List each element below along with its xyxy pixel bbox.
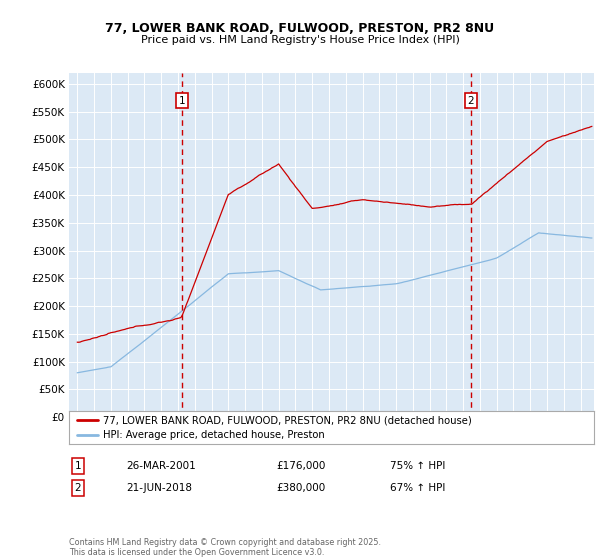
Text: HPI: Average price, detached house, Preston: HPI: Average price, detached house, Pres… <box>103 431 325 440</box>
Text: £380,000: £380,000 <box>276 483 325 493</box>
Text: 75% ↑ HPI: 75% ↑ HPI <box>390 461 445 471</box>
Text: 1: 1 <box>179 96 185 106</box>
Text: 77, LOWER BANK ROAD, FULWOOD, PRESTON, PR2 8NU: 77, LOWER BANK ROAD, FULWOOD, PRESTON, P… <box>106 22 494 35</box>
Text: £176,000: £176,000 <box>276 461 325 471</box>
Text: 26-MAR-2001: 26-MAR-2001 <box>126 461 196 471</box>
Text: 1: 1 <box>74 461 82 471</box>
Text: 21-JUN-2018: 21-JUN-2018 <box>126 483 192 493</box>
Text: Contains HM Land Registry data © Crown copyright and database right 2025.
This d: Contains HM Land Registry data © Crown c… <box>69 538 381 557</box>
Text: 77, LOWER BANK ROAD, FULWOOD, PRESTON, PR2 8NU (detached house): 77, LOWER BANK ROAD, FULWOOD, PRESTON, P… <box>103 415 472 425</box>
Text: Price paid vs. HM Land Registry's House Price Index (HPI): Price paid vs. HM Land Registry's House … <box>140 35 460 45</box>
Text: 2: 2 <box>74 483 82 493</box>
Text: 2: 2 <box>468 96 475 106</box>
Text: 67% ↑ HPI: 67% ↑ HPI <box>390 483 445 493</box>
